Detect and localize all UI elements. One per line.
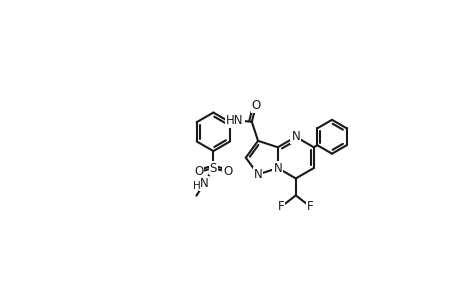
Text: HN: HN [226, 114, 243, 127]
Text: N: N [291, 130, 300, 143]
Text: S: S [209, 161, 217, 175]
Text: O: O [223, 165, 232, 178]
Text: N: N [253, 168, 262, 181]
Text: O: O [194, 165, 203, 178]
Text: N: N [273, 162, 281, 175]
Text: H: H [192, 182, 200, 191]
Text: F: F [277, 200, 284, 213]
Text: F: F [307, 200, 313, 213]
Text: N: N [199, 177, 208, 190]
Text: O: O [251, 99, 261, 112]
Text: N: N [273, 162, 281, 175]
